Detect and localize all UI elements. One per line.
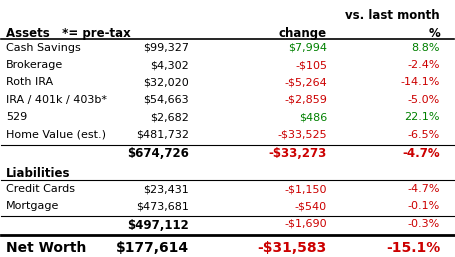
- Text: -5.0%: -5.0%: [408, 95, 440, 105]
- Text: 22.1%: 22.1%: [404, 112, 440, 122]
- Text: $7,994: $7,994: [288, 43, 327, 53]
- Text: -$33,273: -$33,273: [269, 147, 327, 160]
- Text: $99,327: $99,327: [143, 43, 189, 53]
- Text: Brokerage: Brokerage: [6, 60, 63, 70]
- Text: 8.8%: 8.8%: [411, 43, 440, 53]
- Text: -$5,264: -$5,264: [284, 77, 327, 87]
- Text: -$540: -$540: [295, 201, 327, 212]
- Text: Mortgage: Mortgage: [6, 201, 59, 212]
- Text: Liabilities: Liabilities: [6, 167, 71, 180]
- Text: $4,302: $4,302: [150, 60, 189, 70]
- Text: -0.3%: -0.3%: [408, 219, 440, 229]
- Text: -15.1%: -15.1%: [386, 241, 440, 255]
- Text: Home Value (est.): Home Value (est.): [6, 130, 106, 140]
- Text: $23,431: $23,431: [143, 184, 189, 194]
- Text: Cash Savings: Cash Savings: [6, 43, 81, 53]
- Text: Roth IRA: Roth IRA: [6, 77, 53, 87]
- Text: 529: 529: [6, 112, 27, 122]
- Text: $32,020: $32,020: [143, 77, 189, 87]
- Text: -$31,583: -$31,583: [258, 241, 327, 255]
- Text: $177,614: $177,614: [116, 241, 189, 255]
- Text: $486: $486: [299, 112, 327, 122]
- Text: $481,732: $481,732: [136, 130, 189, 140]
- Text: Credit Cards: Credit Cards: [6, 184, 75, 194]
- Text: change: change: [279, 27, 327, 40]
- Text: $473,681: $473,681: [136, 201, 189, 212]
- Text: Net Worth: Net Worth: [6, 241, 86, 255]
- Text: -$1,690: -$1,690: [284, 219, 327, 229]
- Text: IRA / 401k / 403b*: IRA / 401k / 403b*: [6, 95, 107, 105]
- Text: -2.4%: -2.4%: [408, 60, 440, 70]
- Text: -6.5%: -6.5%: [408, 130, 440, 140]
- Text: %: %: [428, 27, 440, 40]
- Text: -$1,150: -$1,150: [284, 184, 327, 194]
- Text: -$2,859: -$2,859: [284, 95, 327, 105]
- Text: $54,663: $54,663: [143, 95, 189, 105]
- Text: vs. last month: vs. last month: [345, 9, 440, 22]
- Text: -0.1%: -0.1%: [408, 201, 440, 212]
- Text: -14.1%: -14.1%: [401, 77, 440, 87]
- Text: -$33,525: -$33,525: [278, 130, 327, 140]
- Text: $2,682: $2,682: [150, 112, 189, 122]
- Text: -$105: -$105: [295, 60, 327, 70]
- Text: Assets   *= pre-tax: Assets *= pre-tax: [6, 27, 131, 40]
- Text: $674,726: $674,726: [127, 147, 189, 160]
- Text: -4.7%: -4.7%: [402, 147, 440, 160]
- Text: -4.7%: -4.7%: [408, 184, 440, 194]
- Text: $497,112: $497,112: [127, 219, 189, 232]
